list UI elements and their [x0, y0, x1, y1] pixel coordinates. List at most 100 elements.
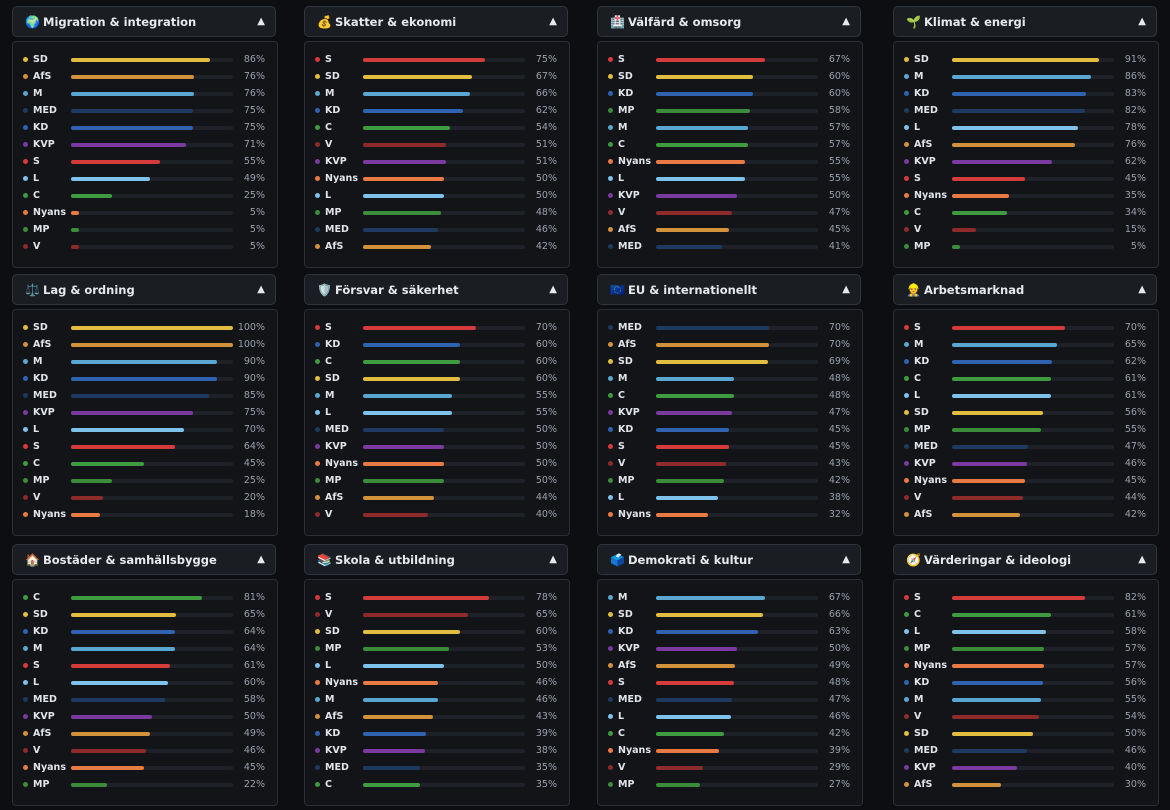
bar-track: [71, 698, 233, 702]
bar-row-s: S 67%: [598, 52, 864, 69]
bar-row-v: V 43%: [598, 456, 864, 473]
data-label: 5%: [249, 207, 265, 218]
tick-label: MP: [914, 643, 931, 654]
bar-row-m: M 67%: [598, 590, 864, 607]
bar-track: [71, 75, 233, 79]
data-label: 50%: [535, 190, 557, 201]
bar-row-kd: KD 62%: [894, 354, 1160, 371]
bar-track: [952, 732, 1114, 736]
bar-track: [952, 143, 1114, 147]
tick-label: C: [618, 728, 625, 739]
panel-header[interactable]: 📚 Skola & utbildning ▲: [304, 544, 568, 575]
bar: [656, 194, 737, 198]
bar-row-c: C 61%: [894, 371, 1160, 388]
data-label: 55%: [1124, 424, 1146, 435]
bar-track: [71, 411, 233, 415]
data-label: 71%: [243, 139, 265, 150]
bar-track: [71, 126, 233, 130]
tick-label: M: [325, 694, 335, 705]
data-label: 75%: [243, 407, 265, 418]
collapse-caret-icon[interactable]: ▲: [549, 554, 557, 565]
bar-track: [363, 596, 525, 600]
data-label: 56%: [1124, 407, 1146, 418]
legend-dot: [315, 444, 320, 449]
panel-title: Lag & ordning: [43, 283, 135, 297]
bar-row-mp: MP 5%: [13, 222, 279, 239]
bar-row-kvp: KVP 50%: [598, 188, 864, 205]
legend-dot: [23, 714, 28, 719]
legend-dot: [904, 376, 909, 381]
collapse-caret-icon[interactable]: ▲: [842, 554, 850, 565]
tick-label: AfS: [914, 509, 933, 520]
data-label: 39%: [828, 745, 850, 756]
data-label: 65%: [1124, 339, 1146, 350]
panel-header[interactable]: 👷 Arbetsmarknad ▲: [893, 274, 1157, 305]
data-label: 57%: [828, 122, 850, 133]
bar: [656, 783, 700, 787]
legend-dot: [608, 629, 613, 634]
panel-header[interactable]: ⚖️ Lag & ordning ▲: [12, 274, 276, 305]
collapse-caret-icon[interactable]: ▲: [842, 284, 850, 295]
bar: [656, 126, 749, 130]
bar: [952, 245, 961, 249]
legend-dot: [315, 731, 320, 736]
legend-dot: [315, 193, 320, 198]
bar-track: [952, 479, 1114, 483]
bar: [71, 428, 185, 432]
bar-track: [656, 160, 818, 164]
bar: [656, 766, 703, 770]
legend-dot: [315, 595, 320, 600]
bar: [71, 194, 112, 198]
data-label: 60%: [535, 373, 557, 384]
bar-track: [952, 177, 1114, 181]
tick-label: C: [33, 458, 40, 469]
bar: [363, 160, 446, 164]
collapse-caret-icon[interactable]: ▲: [257, 16, 265, 27]
panel-header[interactable]: 🗳️ Demokrati & kultur ▲: [597, 544, 861, 575]
bar: [656, 596, 765, 600]
legend-dot: [608, 765, 613, 770]
legend-dot: [904, 159, 909, 164]
panel-header[interactable]: 🛡️ Försvar & säkerhet ▲: [304, 274, 568, 305]
panel-header[interactable]: 🏠 Bostäder & samhällsbygge ▲: [12, 544, 276, 575]
data-label: 81%: [243, 592, 265, 603]
bar-row-afs: AfS 30%: [894, 777, 1160, 794]
panel-header[interactable]: 🇪🇺 EU & internationellt ▲: [597, 274, 861, 305]
collapse-caret-icon[interactable]: ▲: [842, 16, 850, 27]
collapse-caret-icon[interactable]: ▲: [549, 284, 557, 295]
panel-header[interactable]: 🌍 Migration & integration ▲: [12, 6, 276, 37]
panel-header[interactable]: 🌱 Klimat & energi ▲: [893, 6, 1157, 37]
panel-header[interactable]: 💰 Skatter & ekonomi ▲: [304, 6, 568, 37]
tick-label: MED: [33, 390, 57, 401]
data-label: 46%: [535, 694, 557, 705]
collapse-caret-icon[interactable]: ▲: [549, 16, 557, 27]
legend-dot: [23, 244, 28, 249]
collapse-caret-icon[interactable]: ▲: [257, 554, 265, 565]
collapse-caret-icon[interactable]: ▲: [1138, 16, 1146, 27]
bar-row-sd: SD 66%: [598, 607, 864, 624]
bar-row-afs: AfS 43%: [305, 709, 571, 726]
bar-row-afs: AfS 49%: [598, 658, 864, 675]
collapse-caret-icon[interactable]: ▲: [257, 284, 265, 295]
bar-track: [952, 630, 1114, 634]
bar-track: [952, 783, 1114, 787]
legend-dot: [904, 325, 909, 330]
bar: [656, 428, 729, 432]
collapse-caret-icon[interactable]: ▲: [1138, 284, 1146, 295]
bar-track: [363, 462, 525, 466]
bar: [952, 75, 1092, 79]
data-label: 50%: [535, 475, 557, 486]
bar-track: [656, 360, 818, 364]
bar-track: [656, 732, 818, 736]
legend-dot: [315, 244, 320, 249]
tick-label: KD: [914, 88, 930, 99]
bar-row-mp: MP 5%: [894, 239, 1160, 256]
panel-header[interactable]: 🧭 Värderingar & ideologi ▲: [893, 544, 1157, 575]
legend-dot: [904, 731, 909, 736]
tick-label: MED: [914, 105, 938, 116]
tick-label: M: [618, 122, 628, 133]
collapse-caret-icon[interactable]: ▲: [1138, 554, 1146, 565]
panel-header[interactable]: 🏥 Välfärd & omsorg ▲: [597, 6, 861, 37]
data-label: 18%: [243, 509, 265, 520]
bar: [71, 126, 193, 130]
